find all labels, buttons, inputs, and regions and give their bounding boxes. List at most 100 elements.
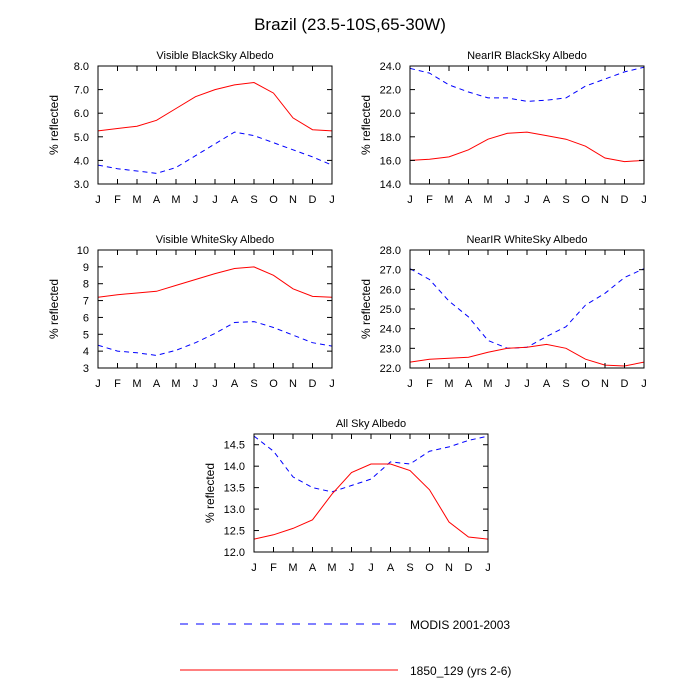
x-tick-label: A <box>153 194 161 206</box>
x-tick-label: J <box>349 562 355 574</box>
x-tick-label: F <box>426 378 433 390</box>
x-tick-label: O <box>269 194 278 206</box>
x-tick-label: N <box>289 194 297 206</box>
x-tick-label: J <box>641 194 647 206</box>
y-tick-label: 7 <box>83 296 89 308</box>
y-tick-label: 27.0 <box>380 265 401 277</box>
x-tick-label: J <box>524 194 530 206</box>
x-tick-label: N <box>445 562 453 574</box>
x-tick-label: F <box>114 194 121 206</box>
y-tick-label: 10 <box>77 245 89 257</box>
x-tick-label: J <box>193 378 199 390</box>
model-series-line <box>410 343 644 367</box>
y-tick-label: 5.0 <box>74 132 89 144</box>
modis-series-line <box>254 435 488 493</box>
x-tick-label: J <box>329 194 335 206</box>
panel-title: NearIR WhiteSky Albedo <box>466 234 587 246</box>
y-tick-label: 13.5 <box>224 483 245 495</box>
modis-series-line <box>98 321 332 356</box>
y-tick-label: 14.5 <box>224 440 245 452</box>
panel-title: All Sky Albedo <box>336 418 406 430</box>
x-tick-label: J <box>485 562 491 574</box>
y-tick-label: 13.0 <box>224 504 245 516</box>
legend-modis-label: MODIS 2001-2003 <box>410 618 510 632</box>
x-tick-label: O <box>581 378 590 390</box>
y-tick-label: 7.0 <box>74 85 89 97</box>
x-tick-label: M <box>444 194 453 206</box>
y-tick-label: 8 <box>83 279 89 291</box>
x-tick-label: S <box>250 194 257 206</box>
x-tick-label: N <box>289 378 297 390</box>
x-tick-label: M <box>483 194 492 206</box>
x-tick-label: A <box>309 562 317 574</box>
x-tick-label: M <box>327 562 336 574</box>
modis-series-line <box>410 66 644 102</box>
y-tick-label: 9 <box>83 262 89 274</box>
y-tick-label: 22.0 <box>380 85 401 97</box>
panel-title: Visible WhiteSky Albedo <box>156 234 274 246</box>
figure-title: Brazil (23.5-10S,65-30W) <box>254 15 446 34</box>
modis-series-line <box>410 268 644 349</box>
y-axis-label: % reflected <box>47 95 61 155</box>
x-tick-label: A <box>231 378 239 390</box>
y-tick-label: 4 <box>83 346 89 358</box>
y-tick-label: 24.0 <box>380 61 401 73</box>
y-tick-label: 24.0 <box>380 324 401 336</box>
y-tick-label: 20.0 <box>380 108 401 120</box>
x-tick-label: M <box>483 378 492 390</box>
x-tick-label: N <box>601 194 609 206</box>
x-tick-label: A <box>465 378 473 390</box>
x-tick-label: J <box>505 194 511 206</box>
model-series-line <box>254 463 488 540</box>
modis-series-line <box>98 131 332 174</box>
x-tick-label: M <box>171 194 180 206</box>
model-series-line <box>98 81 332 132</box>
x-tick-label: D <box>465 562 473 574</box>
x-tick-label: M <box>171 378 180 390</box>
model-series-line <box>98 266 332 298</box>
x-tick-label: J <box>505 378 511 390</box>
legend-model-label: 1850_129 (yrs 2-6) <box>410 664 511 678</box>
y-tick-label: 6 <box>83 312 89 324</box>
x-tick-label: J <box>524 378 530 390</box>
y-axis-label: % reflected <box>359 95 373 155</box>
x-tick-label: A <box>543 378 551 390</box>
x-tick-label: J <box>193 194 199 206</box>
x-tick-label: A <box>231 194 239 206</box>
y-tick-label: 12.0 <box>224 547 245 559</box>
y-tick-label: 26.0 <box>380 284 401 296</box>
x-tick-label: S <box>562 378 569 390</box>
y-tick-label: 5 <box>83 329 89 341</box>
y-tick-label: 8.0 <box>74 61 89 73</box>
x-tick-label: A <box>543 194 551 206</box>
y-tick-label: 3 <box>83 363 89 375</box>
panel-title: NearIR BlackSky Albedo <box>467 50 587 62</box>
y-tick-label: 14.0 <box>380 179 401 191</box>
x-tick-label: J <box>329 378 335 390</box>
y-tick-label: 12.5 <box>224 526 245 538</box>
x-tick-label: M <box>288 562 297 574</box>
x-tick-label: J <box>407 378 413 390</box>
plot-frame <box>253 433 489 553</box>
model-series-line <box>410 131 644 163</box>
plot-frame <box>409 65 645 185</box>
x-tick-label: M <box>444 378 453 390</box>
x-tick-label: D <box>309 194 317 206</box>
plot-frame <box>409 249 645 369</box>
x-tick-label: F <box>114 378 121 390</box>
x-tick-label: A <box>465 194 473 206</box>
x-tick-label: S <box>250 378 257 390</box>
x-tick-label: J <box>407 194 413 206</box>
y-tick-label: 25.0 <box>380 304 401 316</box>
x-tick-label: A <box>387 562 395 574</box>
y-tick-label: 18.0 <box>380 132 401 144</box>
y-tick-label: 16.0 <box>380 155 401 167</box>
legend: MODIS 2001-2003 1850_129 (yrs 2-6) <box>180 618 511 678</box>
y-tick-label: 3.0 <box>74 179 89 191</box>
y-axis-label: % reflected <box>203 463 217 523</box>
